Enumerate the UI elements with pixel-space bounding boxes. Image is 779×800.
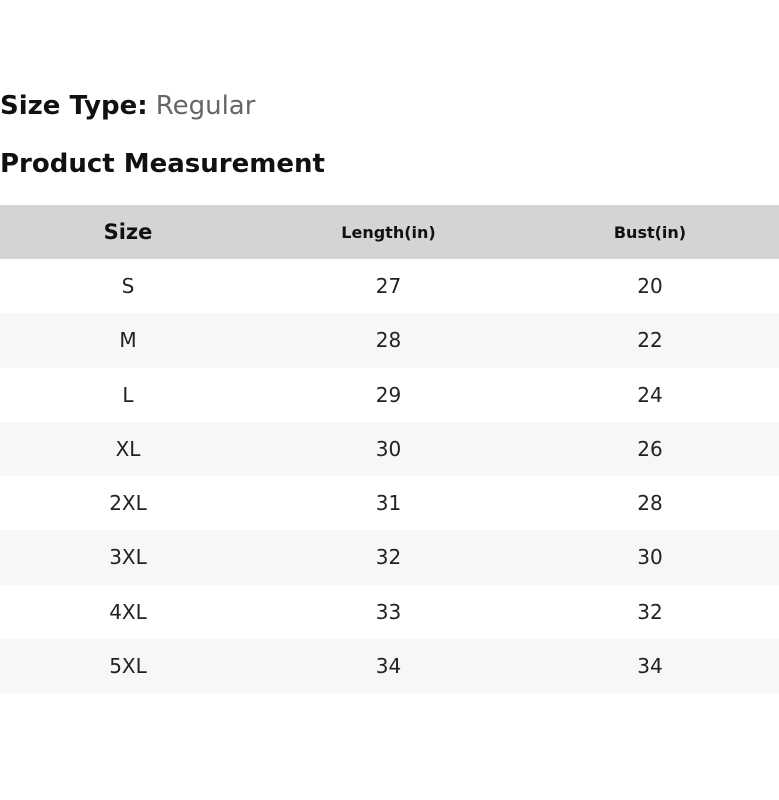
table-row: L 29 24	[0, 367, 779, 422]
size-type-label: Size Type:	[0, 91, 148, 121]
table-row: 2XL 31 28	[0, 476, 779, 531]
cell-bust: 20	[637, 274, 663, 299]
cell-size: L	[122, 382, 134, 407]
cell-bust: 24	[637, 382, 663, 407]
cell-size: 3XL	[109, 545, 147, 570]
table-row: 4XL 33 32	[0, 584, 779, 639]
cell-size: 2XL	[109, 491, 147, 516]
measurement-table: Size Length(in) Bust(in) S 27 20 M 28 22…	[0, 205, 779, 693]
cell-length: 31	[375, 491, 402, 516]
cell-bust: 22	[637, 328, 663, 353]
cell-bust: 32	[637, 599, 663, 624]
cell-size: XL	[115, 436, 141, 461]
cell-length: 28	[375, 328, 402, 353]
cell-bust: 28	[637, 491, 663, 516]
header-size: Size	[103, 220, 153, 244]
cell-size: 4XL	[109, 599, 147, 624]
table-row: M 28 22	[0, 313, 779, 368]
cell-length: 32	[375, 545, 402, 570]
cell-bust: 26	[637, 436, 663, 461]
header-bust: Bust(in)	[613, 222, 687, 242]
cell-length: 34	[375, 653, 402, 678]
header-length: Length(in)	[341, 222, 436, 242]
table-row: 3XL 32 30	[0, 530, 779, 585]
size-type-value: Regular	[155, 91, 256, 121]
size-type-line: Size Type: Regular	[0, 88, 255, 124]
cell-size: 5XL	[109, 653, 147, 678]
cell-length: 33	[375, 599, 402, 624]
table-row: XL 30 26	[0, 421, 779, 476]
cell-length: 30	[375, 436, 402, 461]
cell-bust: 34	[637, 653, 663, 678]
section-title: Product Measurement	[0, 149, 325, 179]
cell-size: S	[121, 274, 135, 299]
table-header-row: Size Length(in) Bust(in)	[0, 205, 779, 259]
cell-size: M	[119, 328, 137, 353]
cell-length: 27	[375, 274, 402, 299]
table-row: S 27 20	[0, 259, 779, 314]
cell-bust: 30	[637, 545, 663, 570]
cell-length: 29	[375, 382, 402, 407]
table-row: 5XL 34 34	[0, 638, 779, 693]
